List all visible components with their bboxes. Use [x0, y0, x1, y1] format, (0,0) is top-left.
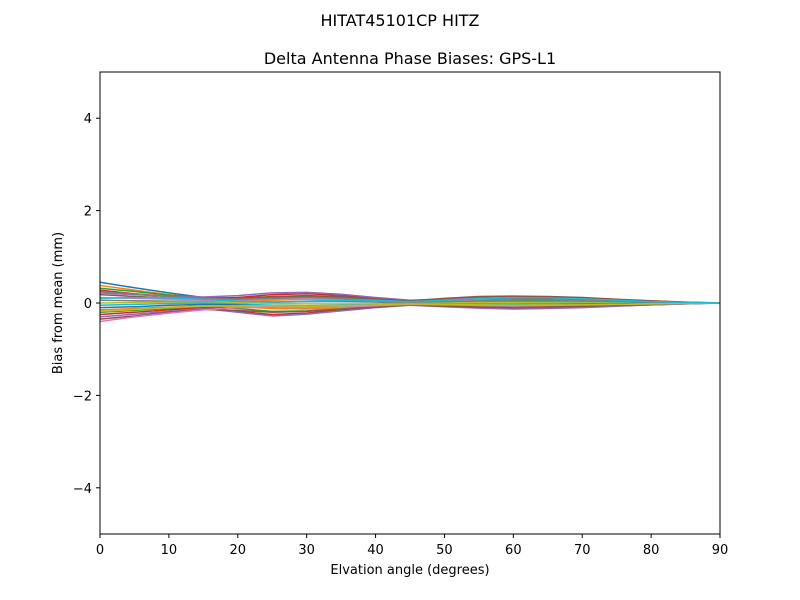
- x-tick-label: 20: [230, 543, 247, 558]
- x-tick-label: 50: [436, 543, 453, 558]
- y-tick-label: 0: [84, 297, 92, 312]
- series-line-19: [99, 302, 721, 313]
- x-axis-label: Elvation angle (degrees): [330, 563, 489, 578]
- x-tick-label: 80: [643, 543, 660, 558]
- x-tick-label: 60: [505, 543, 522, 558]
- series-layer: [99, 281, 721, 323]
- plot-frame: [99, 71, 721, 535]
- x-tick-label: 40: [367, 543, 384, 558]
- figure-suptitle: HITAT45101CP HITZ: [320, 11, 479, 30]
- y-tick-label: −4: [73, 482, 92, 497]
- x-tick-label: 70: [574, 543, 591, 558]
- x-tick-label: 10: [161, 543, 178, 558]
- x-tick-label: 30: [298, 543, 315, 558]
- y-axis-label: Bias from mean (mm): [51, 232, 66, 374]
- y-tick-label: 4: [84, 112, 92, 127]
- x-tick-label: 90: [712, 543, 729, 558]
- chart-title: Delta Antenna Phase Biases: GPS-L1: [264, 49, 556, 68]
- x-tick-label: 0: [96, 543, 104, 558]
- y-tick-label: 2: [84, 205, 92, 220]
- y-tick-label: −2: [73, 389, 92, 404]
- series-line-20: [99, 296, 721, 304]
- axes-layer: 0 10 20 30 40 50 60 70 80 90 −4 −2 0 2 4: [73, 112, 728, 558]
